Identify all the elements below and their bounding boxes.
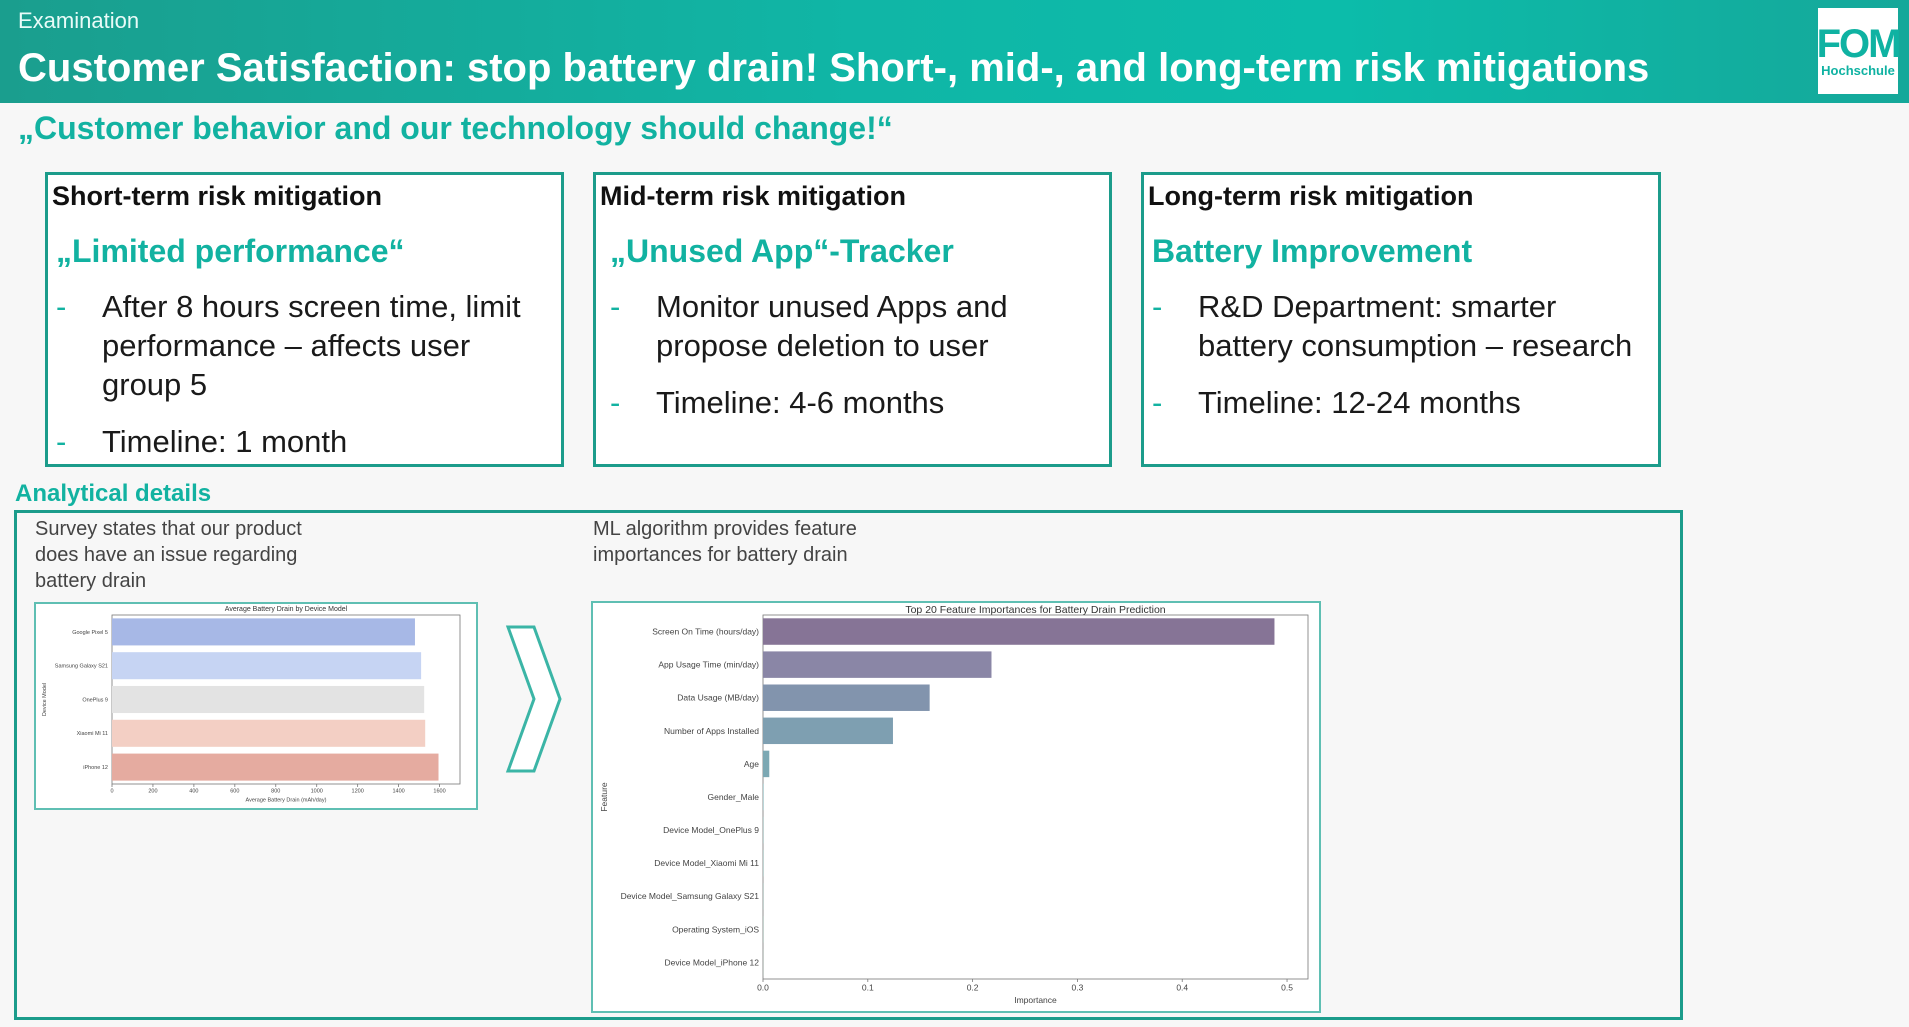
box-subtitle: „Unused App“-Tracker xyxy=(610,233,954,269)
x-tick-label: 1200 xyxy=(352,789,364,795)
feature-importance-chart: Top 20 Feature Importances for Battery D… xyxy=(599,604,1309,1005)
section-kicker: Examination xyxy=(18,8,140,33)
bullet-item: - Timeline: 4-6 months xyxy=(610,383,1103,422)
y-axis-label: Device Model xyxy=(42,683,48,716)
chart-bar xyxy=(763,618,1275,645)
bullet-text: Timeline: 12-24 months xyxy=(1198,385,1521,420)
y-tick-label: Device Model_iPhone 12 xyxy=(664,957,759,967)
analytical-details-label: Analytical details xyxy=(15,480,212,507)
y-tick-label: Google Pixel 5 xyxy=(72,630,108,636)
chevron-right-icon xyxy=(505,625,562,773)
chart-bar xyxy=(763,684,930,711)
x-tick-label: 600 xyxy=(230,789,239,795)
bullet-list: - R&D Department: smarter battery consump… xyxy=(1152,287,1652,440)
box-subtitle: Battery Improvement xyxy=(1152,233,1473,269)
y-tick-label: OnePlus 9 xyxy=(82,697,108,703)
feature-importance-chart-frame: Top 20 Feature Importances for Battery D… xyxy=(591,601,1321,1013)
x-tick-label: 800 xyxy=(271,789,280,795)
chart-bar xyxy=(112,652,422,680)
x-tick-label: 400 xyxy=(189,789,198,795)
logo-mark: FOM xyxy=(1816,22,1902,66)
x-tick-label: 1600 xyxy=(433,789,445,795)
y-tick-label: Samsung Galaxy S21 xyxy=(55,664,108,670)
logo-subtitle: Hochschule xyxy=(1821,63,1895,78)
fom-logo: FOM Hochschule xyxy=(1816,8,1902,94)
y-tick-label: iPhone 12 xyxy=(83,765,108,771)
x-tick-label: 200 xyxy=(148,789,157,795)
x-tick-label: 1400 xyxy=(392,789,404,795)
y-tick-label: Number of Apps Installed xyxy=(664,726,759,736)
bullet-text: Timeline: 4-6 months xyxy=(656,385,945,420)
x-tick-label: 0.0 xyxy=(757,983,769,993)
dash-icon: - xyxy=(610,289,621,324)
bullet-list: - Monitor unused Apps and propose deletio… xyxy=(610,287,1103,440)
box-subtitle: „Limited performance“ xyxy=(56,233,405,269)
y-tick-label: Gender_Male xyxy=(707,792,759,802)
bullet-text: After 8 hours screen time, limit perform… xyxy=(102,289,521,402)
dash-icon: - xyxy=(1152,289,1163,324)
dash-icon: - xyxy=(610,385,621,420)
x-tick-label: 0.5 xyxy=(1281,983,1293,993)
y-tick-label: Age xyxy=(744,759,759,769)
long-term-box: Long-term risk mitigation Battery Improv… xyxy=(1141,172,1661,467)
y-tick-label: Device Model_Samsung Galaxy S21 xyxy=(621,891,760,901)
x-tick-label: 0.1 xyxy=(862,983,874,993)
x-axis-label: Importance xyxy=(1014,995,1057,1005)
y-axis-label: Feature xyxy=(599,782,609,812)
mid-term-box: Mid-term risk mitigation „Unused App“-Tr… xyxy=(593,172,1112,467)
bullet-text: R&D Department: smarter battery consumpt… xyxy=(1198,289,1633,363)
y-tick-label: Operating System_iOS xyxy=(672,924,759,934)
chart-bar xyxy=(112,753,439,781)
bullet-item: - After 8 hours screen time, limit perfor… xyxy=(56,287,555,404)
bullet-item: - Timeline: 1 month xyxy=(56,422,555,461)
chart-title: Top 20 Feature Importances for Battery D… xyxy=(905,604,1165,616)
dash-icon: - xyxy=(1152,385,1163,420)
chart-bar xyxy=(112,685,425,714)
box-heading: Mid-term risk mitigation xyxy=(600,181,907,211)
chart-bar xyxy=(763,717,893,745)
bullet-item: - Timeline: 12-24 months xyxy=(1152,383,1652,422)
bullet-item: - Monitor unused Apps and propose deletio… xyxy=(610,287,1103,365)
x-tick-label: 0.4 xyxy=(1176,983,1188,993)
slide-title: Customer Satisfaction: stop battery drai… xyxy=(18,46,1650,90)
y-tick-label: Screen On Time (hours/day) xyxy=(652,627,759,637)
battery-drain-chart-frame: Average Battery Drain by Device Model Goo… xyxy=(34,602,478,810)
chart-title: Average Battery Drain by Device Model xyxy=(225,606,348,613)
bullet-text: Timeline: 1 month xyxy=(102,424,348,459)
x-tick-label: 0 xyxy=(110,789,113,795)
chart-bar xyxy=(763,750,770,778)
chart-bar xyxy=(763,651,992,678)
dash-icon: - xyxy=(56,424,67,459)
y-tick-label: Device Model_Xiaomi Mi 11 xyxy=(654,858,759,868)
chart-bar xyxy=(112,719,426,747)
short-term-box: Short-term risk mitigation „Limited perf… xyxy=(45,172,564,467)
x-axis-label: Average Battery Drain (mAh/day) xyxy=(246,798,327,804)
box-heading: Long-term risk mitigation xyxy=(1148,181,1474,211)
ml-note: ML algorithm provides feature importance… xyxy=(593,518,857,566)
x-tick-label: 0.3 xyxy=(1072,983,1084,993)
bullet-text: Monitor unused Apps and propose deletion… xyxy=(656,289,1008,363)
chart-bar xyxy=(112,618,415,646)
bullet-item: - R&D Department: smarter battery consump… xyxy=(1152,287,1652,365)
bullet-list: - After 8 hours screen time, limit perfor… xyxy=(56,287,555,479)
dash-icon: - xyxy=(56,289,67,324)
chart-bar xyxy=(763,783,764,811)
y-tick-label: Device Model_OnePlus 9 xyxy=(663,825,759,835)
x-tick-label: 0.2 xyxy=(967,983,979,993)
y-tick-label: Xiaomi Mi 11 xyxy=(77,731,108,737)
header-bar: Examination Customer Satisfaction: stop … xyxy=(0,0,1909,103)
y-tick-label: App Usage Time (min/day) xyxy=(658,660,759,670)
slide-quote: „Customer behavior and our technology sh… xyxy=(18,110,893,146)
x-tick-label: 1000 xyxy=(311,789,323,795)
box-heading: Short-term risk mitigation xyxy=(52,181,383,211)
y-tick-label: Data Usage (MB/day) xyxy=(677,693,759,703)
battery-drain-chart: Average Battery Drain by Device Model Goo… xyxy=(42,606,461,804)
survey-note: Survey states that our product does have… xyxy=(35,518,302,592)
